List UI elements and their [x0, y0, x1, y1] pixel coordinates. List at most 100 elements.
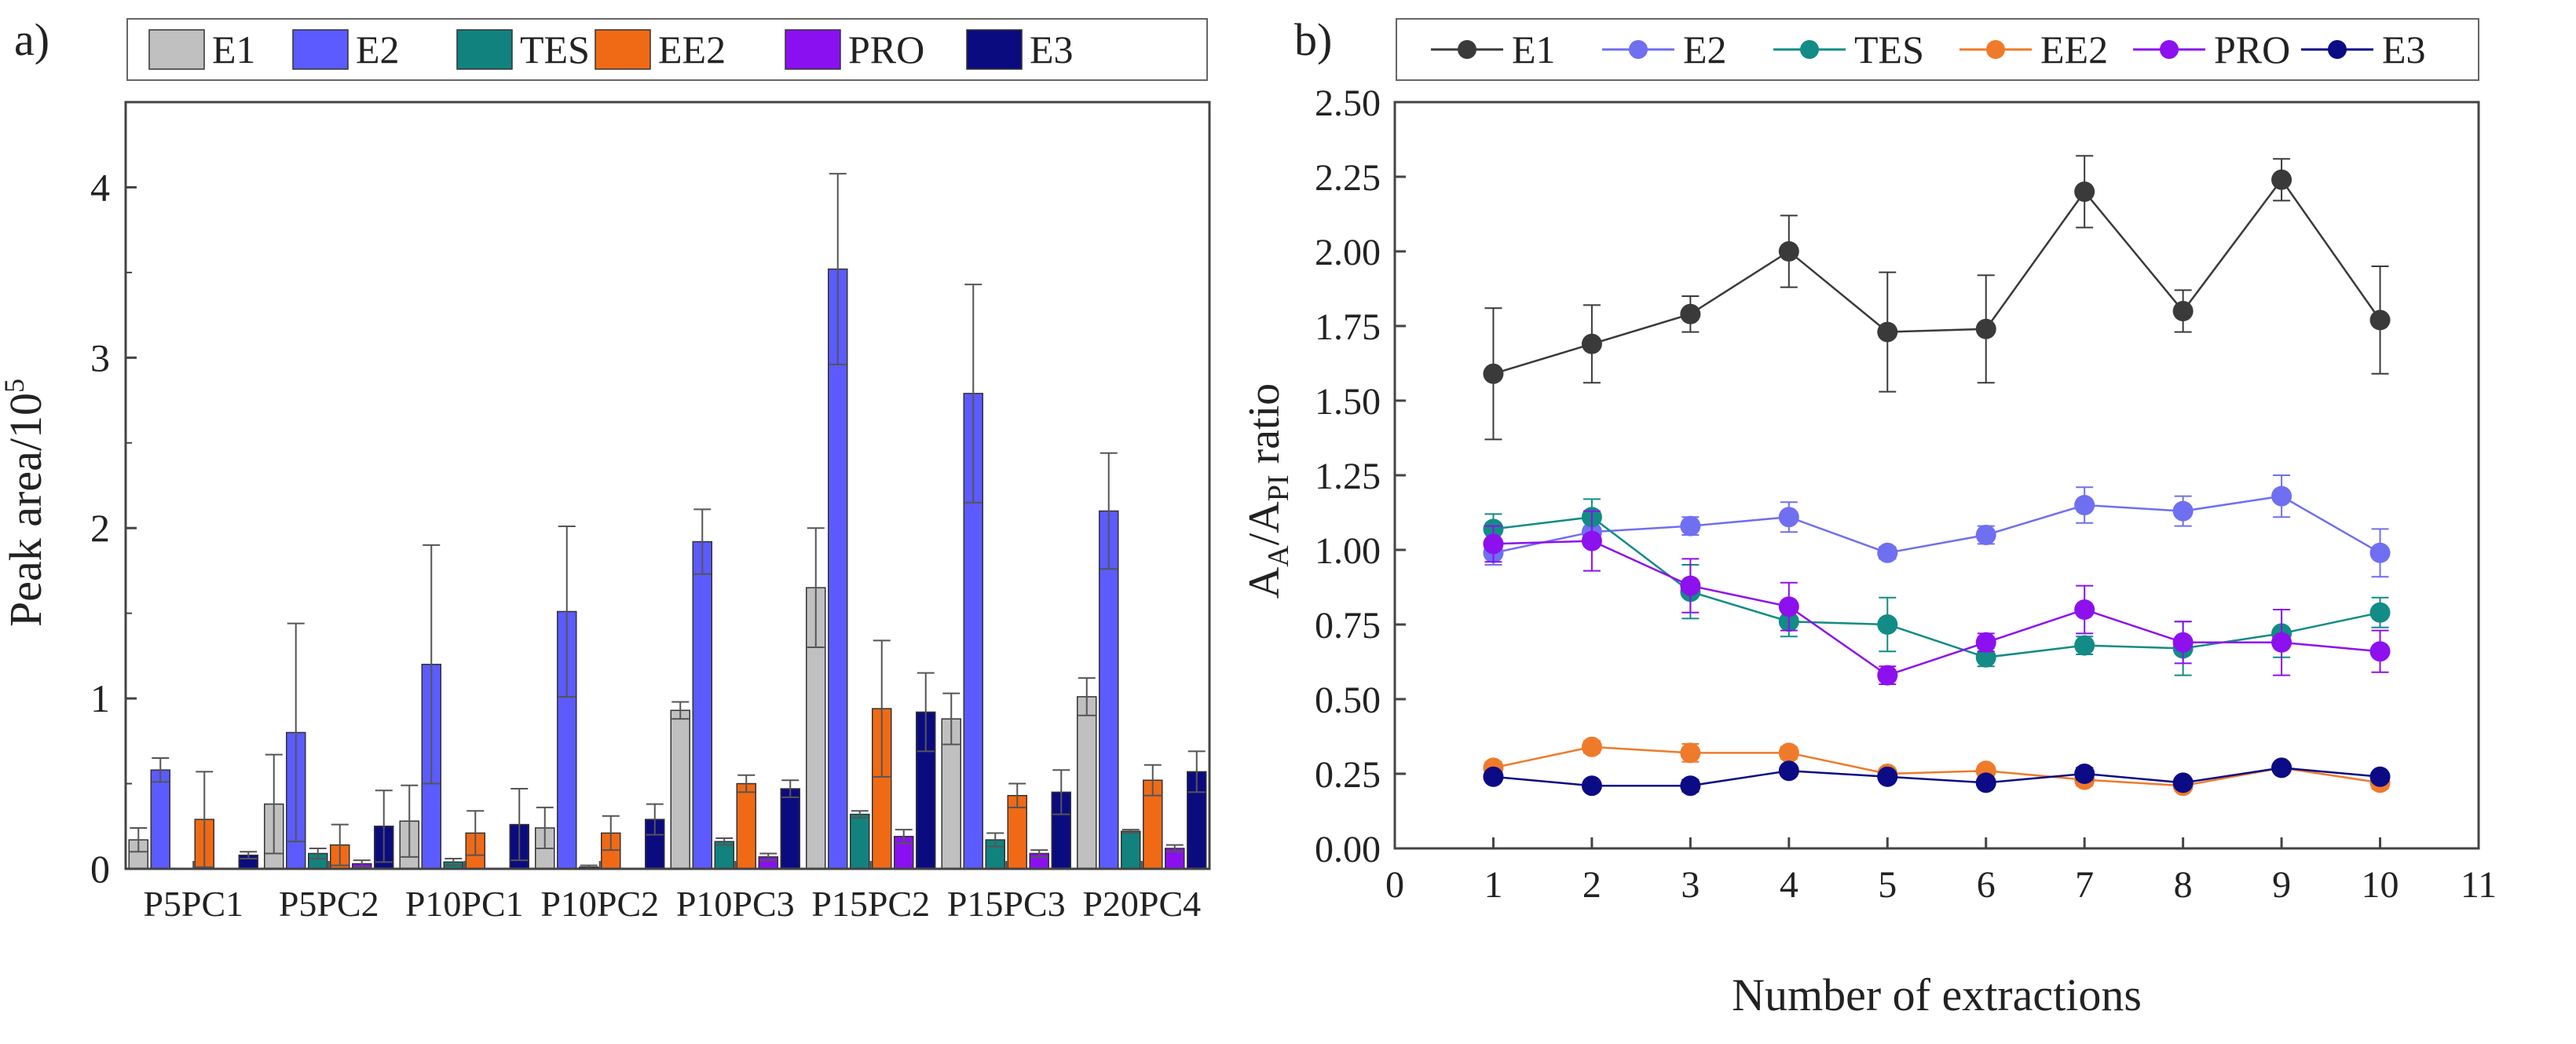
panel-a-y-tick-label: 2	[90, 506, 110, 550]
panel-b-y-tick-label: 1.00	[1315, 530, 1381, 572]
legend-swatch-e2	[292, 29, 349, 70]
panel-b-x-tick-label: 8	[2174, 864, 2193, 906]
panel-a-plot-area: 0 1 2 3 4 P5PC1 P5PC2 P10PC1 P10PC2 P10PC3 P15PC2 P…	[90, 165, 1207, 924]
panel-b-x-tick-label: 0	[1385, 864, 1404, 906]
point-pro	[2271, 632, 2292, 653]
panel-b-y-tick-label: 0.50	[1315, 680, 1381, 721]
point-e1	[2172, 301, 2194, 321]
point-tes	[1975, 647, 1996, 668]
panel-b-x-tick-label: 1	[1484, 864, 1502, 906]
panel-a-y-tick-label: 4	[90, 165, 110, 209]
point-e3	[1483, 766, 1504, 787]
point-e3	[1581, 775, 1602, 797]
panel-b-y-axis-label-sub-a: A	[1262, 545, 1295, 567]
point-e2	[1975, 525, 1996, 545]
panel-b-y-tick-label: 0.75	[1315, 605, 1381, 647]
panel-b-y-axis-label: AA/API ratio	[1240, 383, 1295, 599]
point-e2	[2172, 500, 2194, 522]
point-tes	[2369, 602, 2391, 623]
point-tes	[2074, 635, 2095, 656]
panel-a-category-label: P5PC1	[143, 884, 243, 924]
panel-b-y-tick-label: 2.25	[1315, 157, 1381, 199]
legend-label-e3: E3	[2382, 27, 2426, 71]
panel-b-y-tick-label: 2.00	[1315, 232, 1381, 273]
point-e2	[2271, 485, 2292, 507]
point-e1	[1877, 321, 1898, 343]
point-e2	[1680, 515, 1701, 537]
legend-marker-pro	[2160, 40, 2179, 59]
point-e3	[1680, 775, 1701, 797]
panel-b-y-tick-label: 0.25	[1315, 754, 1381, 796]
panel-b-legend: E1 E2 TES EE2 PRO E3	[1431, 27, 2426, 71]
panel-a-legend: E1 E2 TES EE2 PRO E3	[148, 27, 1074, 71]
panel-b-x-tick-label: 7	[2075, 864, 2094, 906]
series-line-e1	[1493, 178, 2381, 375]
panel-a-axes-frame	[124, 101, 1211, 870]
panel-b-line-chart: b) E1 E2 TES EE2 PRO E3 0.00 0.25 0.50 0.75 1.00 1…	[1240, 14, 2497, 1020]
point-pro	[1680, 575, 1701, 596]
legend-label-e2: E2	[356, 27, 400, 71]
panel-b-label: b)	[1294, 14, 1332, 65]
point-ee2	[1581, 736, 1602, 757]
legend-marker-e3	[2328, 40, 2347, 59]
point-e1	[2074, 181, 2095, 202]
panel-b-y-axis-label-tail: ratio	[1240, 383, 1289, 475]
point-e3	[2074, 764, 2095, 784]
legend-label-tes: TES	[520, 27, 590, 71]
point-e2	[1877, 542, 1898, 563]
bar-tes-p15pc2	[850, 813, 870, 870]
point-pro	[1778, 596, 1799, 617]
legend-swatch-ee2	[595, 29, 651, 70]
panel-b-plot-area: 0.00 0.25 0.50 0.75 1.00 1.25 1.50 1.75 2.00 2.25…	[1315, 82, 2497, 906]
panel-a-category-label: P10PC2	[540, 884, 659, 924]
panel-a-bar-chart: a) E1 E2 TES EE2 PRO E3 0 1 2 3 4 P5PC1 P5PC2 P10PC1…	[0, 14, 1211, 924]
legend-label-pro: PRO	[848, 27, 924, 71]
legend-marker-tes	[1800, 40, 1819, 59]
point-pro	[2172, 632, 2194, 653]
point-ee2	[1680, 742, 1701, 764]
panel-b-x-tick-label: 11	[2461, 864, 2497, 906]
panel-a-y-tick-label: 1	[90, 676, 110, 720]
point-e1	[1778, 241, 1799, 262]
point-e1	[1680, 303, 1701, 324]
legend-marker-e2	[1629, 40, 1648, 59]
legend-swatch-tes	[456, 29, 513, 70]
panel-b-y-tick-label: 0.00	[1315, 829, 1381, 870]
point-e3	[1877, 766, 1898, 787]
point-e3	[2271, 757, 2292, 778]
point-tes	[1877, 614, 1898, 635]
point-e1	[1581, 333, 1602, 354]
legend-label-tes: TES	[1854, 27, 1924, 71]
series-line-pro	[1493, 540, 2380, 676]
panel-a-category-label: P10PC1	[405, 884, 524, 924]
series-line-tes	[1493, 515, 2380, 659]
series-line-ee2	[1493, 745, 2380, 787]
legend-marker-e1	[1458, 40, 1476, 59]
panel-b-y-tick-label: 1.75	[1315, 306, 1381, 348]
point-e1	[1975, 318, 1996, 339]
panel-b-legend-box	[1396, 18, 2479, 81]
panel-b-y-tick-label: 1.25	[1315, 456, 1381, 497]
legend-label-e1: E1	[212, 27, 256, 71]
panel-a-y-tick-label: 0	[90, 847, 110, 891]
panel-b-x-tick-label: 3	[1681, 864, 1700, 906]
bar-ee2-p10pc3	[736, 782, 756, 870]
legend-label-ee2: EE2	[2040, 27, 2108, 71]
point-pro	[1581, 530, 1602, 551]
point-e1	[1483, 363, 1504, 384]
point-pro	[1877, 665, 1898, 686]
legend-swatch-e1	[148, 29, 205, 70]
panel-b-y-tick-label: 1.50	[1315, 381, 1381, 423]
panel-b-y-tick-label: 2.50	[1315, 82, 1381, 124]
bar-tes-p20pc4	[1121, 830, 1141, 870]
legend-label-pro: PRO	[2214, 27, 2290, 71]
point-pro	[2369, 641, 2391, 662]
panel-b-x-tick-label: 5	[1878, 864, 1897, 906]
panel-a-y-axis-label-exponent: 5	[0, 379, 30, 393]
panel-b-axes-frame	[1393, 101, 2480, 850]
panel-a-category-label: P20PC4	[1082, 884, 1201, 924]
series-line-e2	[1493, 495, 2381, 555]
bar-e2-p15pc2	[828, 268, 848, 870]
bar-e2-p5pc1	[150, 769, 170, 870]
